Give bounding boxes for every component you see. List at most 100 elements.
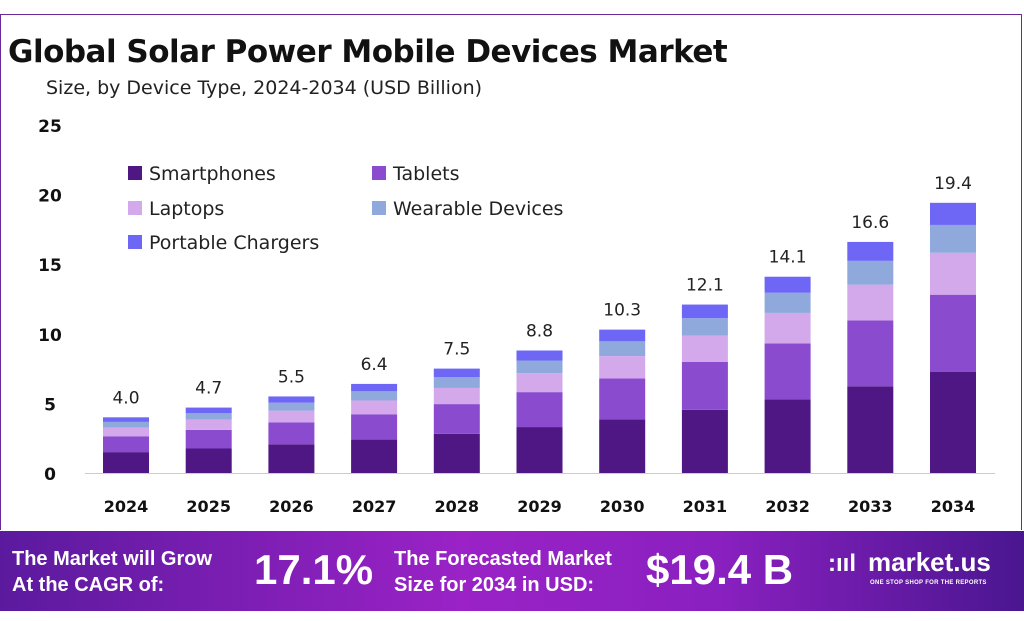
y-tick-label: 20 (38, 187, 62, 207)
bar-total-label: 12.1 (686, 276, 724, 296)
bar-segment-smartphones (764, 399, 811, 473)
bar-segment-wearable-devices (764, 292, 811, 313)
bar-segment-tablets (599, 378, 646, 420)
bar-segment-tablets (433, 404, 480, 434)
bar-total-label: 10.3 (603, 301, 641, 321)
bar-segment-laptops (268, 410, 315, 423)
legend-swatch (128, 201, 142, 215)
bar-segment-portable-chargers (268, 396, 315, 403)
bar-segment-portable-chargers (185, 407, 232, 414)
bar-segment-laptops (103, 427, 149, 437)
bar-segment-portable-chargers (433, 368, 480, 378)
logo-tagline: ONE STOP SHOP FOR THE REPORTS (870, 580, 987, 586)
bar-segment-portable-chargers (681, 304, 728, 319)
bar-segment-smartphones (847, 386, 894, 473)
bar-segment-wearable-devices (681, 318, 728, 336)
forecast-label: The Forecasted Market Size for 2034 in US… (394, 546, 612, 598)
bar-segment-wearable-devices (930, 224, 976, 253)
bar-total-label: 4.0 (112, 388, 139, 408)
bar-segment-portable-chargers (351, 383, 398, 392)
bar-segment-laptops (681, 335, 728, 362)
bar-segment-wearable-devices (599, 341, 646, 357)
bar-segment-tablets (103, 436, 149, 453)
bar-segment-laptops (516, 373, 563, 393)
bar-segment-tablets (516, 392, 563, 428)
bar-segment-smartphones (599, 419, 646, 473)
bar-segment-portable-chargers (847, 241, 894, 261)
bar-segment-wearable-devices (516, 360, 563, 374)
bar-segment-laptops (599, 356, 646, 379)
legend-label: Smartphones (149, 163, 276, 185)
x-tick-label: 2025 (186, 497, 231, 516)
x-tick-label: 2034 (931, 497, 976, 516)
bar-total-label: 16.6 (851, 213, 889, 233)
bar-total-label: 4.7 (195, 379, 222, 399)
forecast-label-line1: The Forecasted Market (394, 548, 612, 570)
cagr-label: The Market will Grow At the CAGR of: (12, 546, 212, 598)
legend-swatch (128, 235, 142, 249)
legend-label: Wearable Devices (393, 198, 563, 220)
chart-frame (0, 14, 1022, 530)
bar-segment-wearable-devices (351, 391, 398, 401)
footer-banner: The Market will Grow At the CAGR of: 17.1… (0, 531, 1024, 611)
cagr-label-line1: The Market will Grow (12, 548, 213, 570)
y-tick-label: 15 (38, 256, 62, 276)
x-tick-label: 2032 (765, 497, 810, 516)
x-tick-label: 2024 (104, 497, 149, 516)
x-tick-label: 2028 (435, 497, 480, 516)
bar-segment-wearable-devices (268, 402, 315, 411)
bar-total-label: 6.4 (361, 355, 388, 375)
bar-segment-smartphones (185, 448, 232, 473)
bar-segment-wearable-devices (185, 413, 232, 420)
y-tick-label: 25 (38, 117, 62, 137)
legend-swatch (372, 166, 386, 180)
legend-swatch (372, 201, 386, 215)
legend-label: Laptops (149, 198, 224, 220)
bar-segment-portable-chargers (599, 329, 646, 342)
bar-segment-smartphones (103, 452, 149, 473)
legend-label: Tablets (392, 163, 459, 185)
logo-text: market.us (868, 547, 991, 577)
bar-segment-laptops (764, 312, 811, 344)
x-tick-label: 2026 (269, 497, 314, 516)
bar-segment-smartphones (351, 439, 398, 473)
bar-segment-smartphones (268, 444, 315, 473)
bar-segment-tablets (681, 361, 728, 410)
bar-segment-smartphones (930, 371, 976, 473)
x-tick-label: 2031 (683, 497, 728, 516)
bar-total-label: 19.4 (934, 174, 972, 194)
forecast-value: $19.4 B (646, 546, 794, 593)
bar-segment-tablets (268, 422, 315, 445)
bar-segment-portable-chargers (930, 202, 976, 225)
bar-segment-laptops (433, 387, 480, 405)
bar-segment-laptops (351, 400, 398, 415)
x-tick-label: 2029 (517, 497, 562, 516)
bar-segment-portable-chargers (764, 276, 811, 293)
bar-total-label: 14.1 (769, 248, 807, 268)
chart-title: Global Solar Power Mobile Devices Market (8, 34, 728, 70)
x-tick-label: 2027 (352, 497, 397, 516)
bar-segment-tablets (185, 429, 232, 449)
forecast-label-line2: Size for 2034 in USD: (394, 574, 595, 596)
bar-segment-wearable-devices (103, 421, 149, 428)
bar-segment-portable-chargers (103, 417, 149, 422)
cagr-label-line2: At the CAGR of: (12, 574, 165, 596)
y-tick-label: 10 (38, 326, 62, 346)
bar-segment-tablets (847, 320, 894, 387)
bar-segment-laptops (185, 419, 232, 430)
bar-segment-portable-chargers (516, 350, 563, 361)
bar-segment-laptops (930, 252, 976, 295)
y-tick-label: 5 (44, 395, 56, 415)
bar-segment-wearable-devices (847, 260, 894, 285)
legend-swatch (128, 166, 142, 180)
bar-segment-smartphones (433, 433, 480, 473)
bar-segment-tablets (764, 343, 811, 400)
bar-segment-smartphones (681, 409, 728, 473)
bar-segment-wearable-devices (433, 377, 480, 388)
marketus-logo: :ııl market.us ONE STOP SHOP FOR THE REPOR… (828, 547, 991, 587)
bar-segment-tablets (351, 414, 398, 440)
bar-total-label: 7.5 (443, 340, 470, 360)
bar-total-label: 8.8 (526, 322, 553, 342)
bar-total-label: 5.5 (278, 367, 305, 387)
chart-subtitle: Size, by Device Type, 2024-2034 (USD Bil… (46, 77, 483, 99)
